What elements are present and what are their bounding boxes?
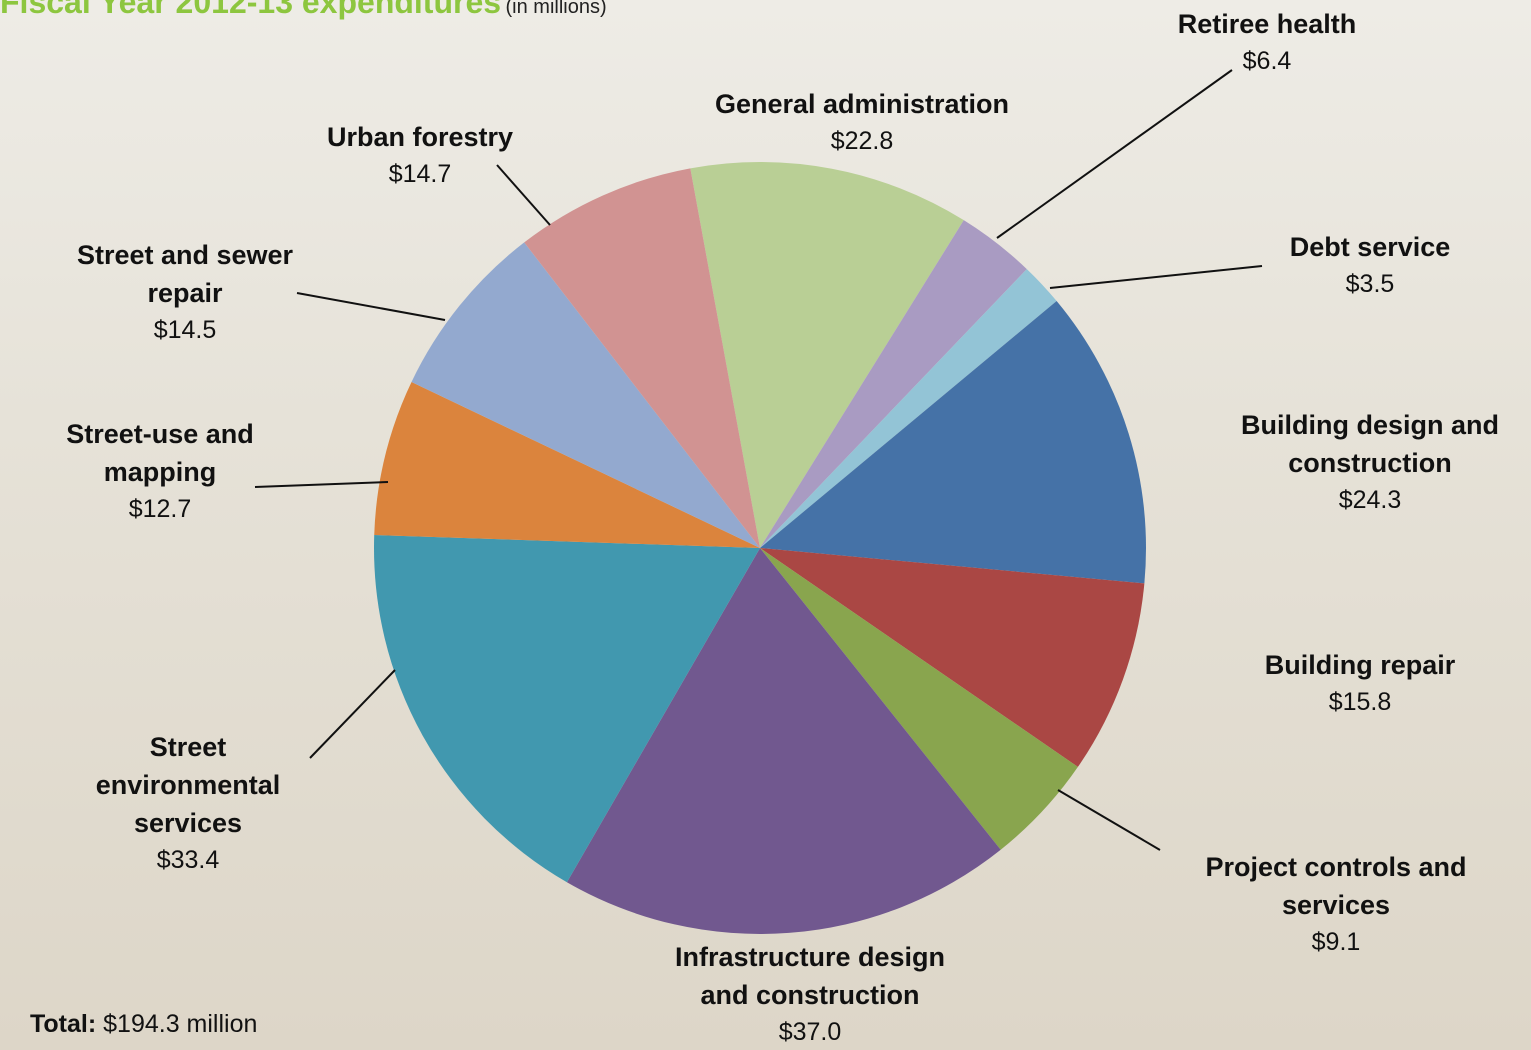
slice-label: Street environmental services $33.4 [73, 728, 303, 878]
total-value: $194.3 million [103, 1010, 258, 1038]
value-label: $14.5 [153, 316, 217, 344]
value-label: $6.4 [1242, 47, 1292, 75]
leader-line [254, 481, 389, 488]
value-label: $15.8 [1328, 688, 1392, 716]
category-name: Project controls and services [1205, 852, 1467, 920]
slice-label: Building repair $15.8 [1230, 646, 1490, 720]
chart-subtitle: (in millions) [505, 0, 607, 18]
slice-label: Building design and construction $24.3 [1220, 406, 1520, 518]
chart-title: Fiscal Year 2012-13 expenditures [0, 0, 502, 20]
value-label: $22.8 [830, 127, 894, 155]
slice-label: Street and sewer repair $14.5 [55, 236, 315, 348]
leader-line [309, 669, 396, 759]
pie-slice [760, 269, 1057, 548]
slice-label: Urban forestry $14.7 [290, 118, 550, 192]
value-label: $14.7 [388, 160, 452, 188]
category-name: Urban forestry [326, 122, 514, 152]
title-block: Fiscal Year 2012-13 expenditures (in mil… [0, 0, 607, 21]
total-label: Total: [30, 1010, 97, 1038]
leader-line [296, 292, 446, 321]
value-label: $33.4 [156, 846, 220, 874]
value-label: $24.3 [1338, 486, 1402, 514]
pie-slice [760, 301, 1146, 584]
category-name: Building repair [1264, 650, 1456, 680]
category-name: General administration [714, 89, 1010, 119]
category-name: Debt service [1289, 232, 1451, 262]
category-name: Street environmental services [95, 732, 281, 838]
value-label: $9.1 [1311, 928, 1361, 956]
leader-line [496, 164, 551, 226]
category-name: Street and sewer repair [76, 240, 294, 308]
pie-slice [760, 548, 1145, 767]
slice-label: Retiree health $6.4 [1142, 5, 1392, 79]
pie-slice [374, 382, 760, 548]
slice-label: Project controls and services $9.1 [1186, 848, 1486, 960]
pie-slice [524, 168, 760, 548]
category-name: Retiree health [1177, 9, 1357, 39]
pie-slice [411, 242, 760, 548]
pie-slice [760, 220, 1027, 548]
slice-label: Infrastructure design and construction $3… [650, 938, 970, 1050]
pie-slice [374, 535, 760, 883]
pie-slice [566, 548, 1001, 934]
pie-slice [690, 162, 964, 549]
category-name: Infrastructure design and construction [674, 942, 946, 1010]
category-name: Building design and construction [1241, 410, 1499, 478]
value-label: $12.7 [128, 495, 192, 523]
leader-line [1049, 265, 1263, 289]
total: Total: $194.3 million [30, 1010, 257, 1039]
value-label: $37.0 [778, 1018, 842, 1046]
leader-line [996, 69, 1233, 239]
pie-slice [760, 548, 1078, 850]
category-name: Street-use and mapping [66, 419, 254, 487]
slice-label: General administration $22.8 [682, 85, 1042, 159]
leader-line [1057, 789, 1161, 851]
slice-label: Debt service $3.5 [1245, 228, 1495, 302]
value-label: $3.5 [1345, 270, 1395, 298]
slice-label: Street-use and mapping $12.7 [40, 415, 280, 527]
